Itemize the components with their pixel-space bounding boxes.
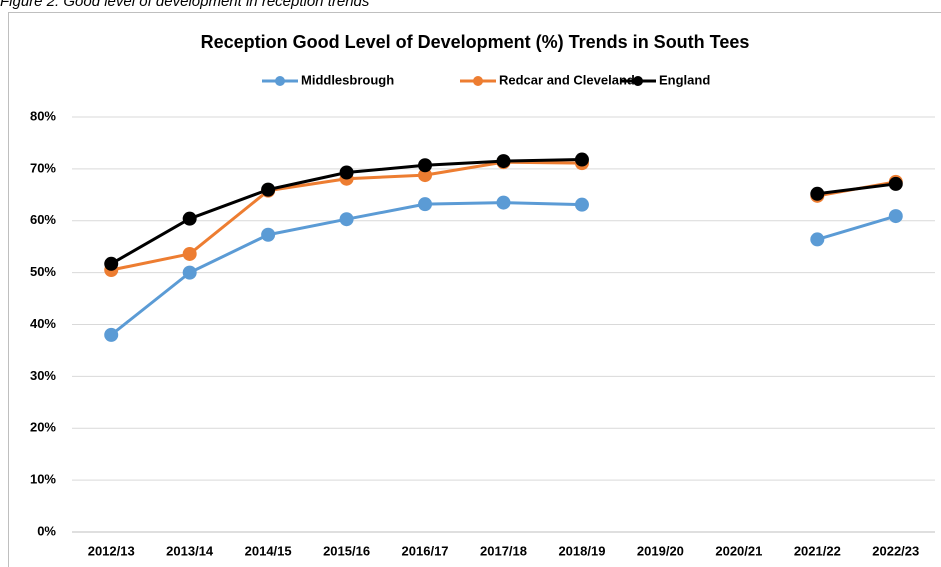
point — [339, 165, 354, 180]
point — [574, 152, 589, 167]
legend-label: Redcar and Cleveland — [499, 72, 635, 87]
point — [810, 186, 825, 201]
point — [182, 211, 197, 226]
x-tick-label: 2019/20 — [637, 543, 684, 558]
y-tick-label: 60% — [30, 212, 56, 227]
x-tick-label: 2013/14 — [166, 543, 214, 558]
y-tick-label: 10% — [30, 472, 56, 487]
point — [261, 182, 276, 197]
y-tick-label: 80% — [30, 108, 56, 123]
point — [496, 195, 511, 210]
legend-label: Middlesbrough — [301, 72, 394, 87]
legend-marker — [473, 76, 483, 86]
x-tick-label: 2021/22 — [794, 543, 841, 558]
point — [418, 168, 433, 183]
point — [418, 197, 433, 212]
point — [182, 265, 197, 280]
y-tick-label: 40% — [30, 316, 56, 331]
point — [496, 154, 511, 169]
y-tick-label: 70% — [30, 160, 56, 175]
chart-title: Reception Good Level of Development (%) … — [201, 32, 750, 52]
caption: Figure 2: Good level of development in r… — [0, 0, 370, 10]
point — [104, 256, 119, 271]
point — [888, 176, 903, 191]
point — [261, 227, 276, 242]
point — [182, 246, 197, 261]
legend-marker — [633, 76, 643, 86]
x-tick-label: 2022/23 — [872, 543, 919, 558]
point — [339, 212, 354, 227]
point — [104, 327, 119, 342]
point — [574, 197, 589, 212]
series-line — [110, 158, 896, 266]
point — [418, 158, 433, 173]
x-tick-label: 2016/17 — [402, 543, 449, 558]
x-tick-label: 2012/13 — [88, 543, 135, 558]
x-tick-label: 2015/16 — [323, 543, 370, 558]
chart-border — [8, 12, 941, 567]
x-tick-label: 2014/15 — [245, 543, 292, 558]
x-tick-label: 2020/21 — [715, 543, 762, 558]
x-tick-label: 2017/18 — [480, 543, 527, 558]
point — [888, 209, 903, 224]
legend-marker — [275, 76, 285, 86]
x-tick-label: 2018/19 — [558, 543, 605, 558]
y-tick-label: 0% — [37, 523, 56, 538]
legend-label: England — [659, 72, 710, 87]
point — [810, 232, 825, 247]
y-tick-label: 20% — [30, 420, 56, 435]
y-tick-label: 30% — [30, 368, 56, 383]
y-tick-label: 50% — [30, 264, 56, 279]
